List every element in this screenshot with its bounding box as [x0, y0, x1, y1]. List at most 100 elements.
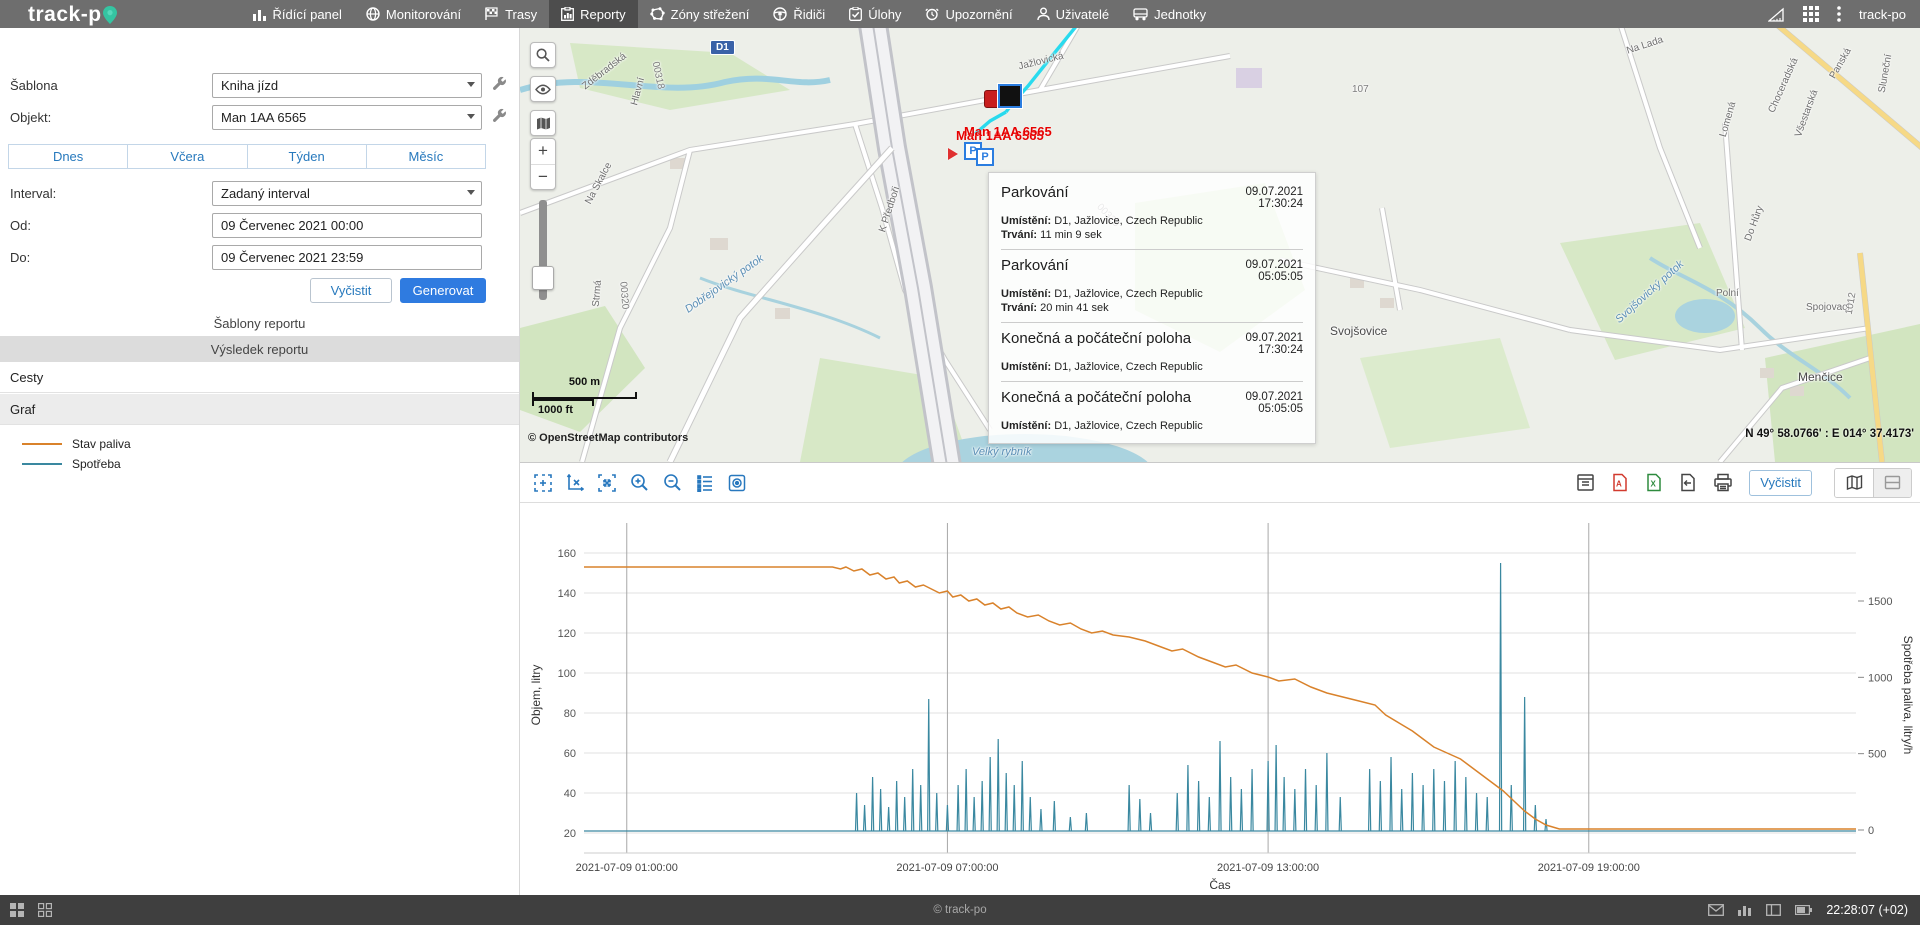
event-title: Parkování [1001, 184, 1069, 201]
menu-label: Monitorování [385, 6, 462, 22]
range-today-button[interactable]: Dnes [8, 144, 129, 169]
map-search-button[interactable] [530, 42, 556, 68]
graph-list-item[interactable]: Graf [0, 394, 519, 425]
svg-text:100: 100 [558, 668, 576, 680]
apps-grid-icon[interactable] [1803, 6, 1820, 22]
svg-text:2021-07-09 01:00:00: 2021-07-09 01:00:00 [576, 862, 678, 874]
export-file-icon[interactable] [1679, 473, 1697, 492]
legend-item-fuel[interactable]: Stav paliva [22, 434, 131, 454]
event-datetime: 09.07.2021 17:30:24 [1245, 186, 1303, 210]
stats-columns-icon[interactable] [1738, 904, 1752, 916]
event-item[interactable]: Parkování 09.07.2021 05:05:05 Umístění: … [1001, 250, 1303, 323]
generate-button[interactable]: Generovat [400, 278, 486, 303]
export-pdf-icon[interactable]: A [1611, 473, 1629, 492]
consumption-line-swatch [22, 463, 62, 465]
menu-item-tasks[interactable]: Úlohy [837, 0, 913, 28]
to-datetime-input[interactable] [212, 244, 482, 270]
apps-grid-icon[interactable] [10, 903, 24, 917]
fuel-chart[interactable]: 20 40 60 80 100 120 140 160 2021-07-09 01:00:00 2… [520, 503, 1920, 895]
panels-icon[interactable] [1766, 904, 1782, 916]
map-visibility-button[interactable] [530, 76, 556, 102]
menu-item-units[interactable]: Jednotky [1121, 0, 1218, 28]
object-select[interactable]: Man 1AA 6565 [212, 104, 482, 130]
ruler-icon[interactable] [1768, 7, 1785, 22]
event-duration: Trvání: 11 min 9 sek [1001, 229, 1102, 241]
menu-item-monitoring[interactable]: Monitorování [354, 0, 473, 28]
map-canvas[interactable]: Svojšovice Menčice Velký rybník Dobřejovick… [520, 28, 1920, 462]
from-datetime-input[interactable] [212, 212, 482, 238]
steering-wheel-icon [773, 7, 788, 21]
result-section-header[interactable]: Výsledek reportu [0, 336, 519, 362]
print-icon[interactable] [1713, 473, 1733, 492]
statusbar-right: 22:28:07 (+02) [1708, 903, 1920, 917]
reset-view-icon[interactable] [728, 474, 746, 492]
bar-chart-icon [252, 9, 266, 21]
zoom-slider-track[interactable] [539, 200, 547, 300]
menu-item-dashboard[interactable]: Řídící panel [241, 0, 354, 28]
range-week-button[interactable]: Týden [247, 144, 367, 169]
chart-clear-button[interactable]: Vyčistit [1749, 469, 1812, 496]
event-item[interactable]: Konečná a počáteční poloha 09.07.2021 17… [1001, 323, 1303, 382]
navbar-right: track-po [1768, 0, 1920, 28]
view-toggle [1834, 467, 1912, 498]
menu-item-geofences[interactable]: Zóny střežení [638, 0, 762, 28]
scale-metric-label: 500 m [568, 376, 601, 388]
range-yesterday-button[interactable]: Včera [128, 144, 248, 169]
template-select[interactable]: Kniha jízd [212, 72, 482, 98]
map-layers-button[interactable] [530, 110, 556, 136]
event-item[interactable]: Konečná a počáteční poloha 09.07.2021 05… [1001, 382, 1303, 440]
menu-item-users[interactable]: Uživatelé [1025, 0, 1121, 28]
scale-imperial-label: 1000 ft [538, 404, 573, 416]
svg-text:Čas: Čas [1209, 877, 1230, 892]
map-events-popup[interactable]: Parkování 09.07.2021 17:30:24 Umístění: … [988, 172, 1316, 444]
parking-marker[interactable]: P [976, 148, 994, 166]
clear-button[interactable]: Vyčistit [310, 278, 392, 303]
copyright-label: © track-po [933, 904, 987, 916]
vehicle-name-label-shadow: Man 1AA 6565 [964, 124, 1052, 139]
zoom-out-button[interactable]: − [538, 166, 548, 186]
report-doc-icon[interactable] [1576, 473, 1595, 492]
map-place-label: Spojovací [1806, 302, 1850, 313]
range-month-button[interactable]: Měsíc [366, 144, 486, 169]
event-location: Umístění: D1, Jažlovice, Czech Republic [1001, 420, 1203, 432]
menu-item-drivers[interactable]: Řidiči [761, 0, 837, 28]
zoom-in-button[interactable]: + [531, 139, 555, 165]
legend-list-icon[interactable] [696, 474, 714, 492]
fit-view-icon[interactable] [598, 473, 616, 492]
username-label[interactable]: track-po [1859, 6, 1906, 22]
trips-list-item[interactable]: Cesty [0, 362, 519, 393]
app-logo[interactable]: track-p [0, 0, 131, 28]
map-view-toggle-icon[interactable] [1835, 468, 1873, 497]
status-bar: © track-po 22:28:07 (+02) [0, 895, 1920, 925]
interval-select[interactable]: Zadaný interval [212, 180, 482, 206]
box-zoom-plus-icon[interactable] [534, 473, 552, 492]
map-place-label: Svojšovice [1330, 324, 1388, 338]
svg-text:2021-07-09 07:00:00: 2021-07-09 07:00:00 [896, 862, 998, 874]
event-title: Konečná a počáteční poloha [1001, 389, 1192, 406]
split-view-toggle-icon[interactable] [1873, 468, 1911, 497]
menu-item-reports[interactable]: Reporty [549, 0, 638, 28]
menu-item-notifications[interactable]: Upozornění [913, 0, 1024, 28]
modules-grid-icon[interactable] [38, 903, 52, 917]
zoom-in-lens-icon[interactable] [630, 473, 649, 492]
export-xls-icon[interactable]: X [1645, 473, 1663, 492]
kebab-menu-icon[interactable] [1837, 6, 1841, 22]
templates-section-header[interactable]: Šablony reportu [213, 316, 306, 331]
object-label: Objekt: [10, 109, 52, 125]
object-settings-wrench-icon[interactable] [492, 108, 507, 128]
user-icon [1036, 7, 1050, 21]
svg-text:Objem, litry: Objem, litry [529, 665, 543, 726]
template-settings-wrench-icon[interactable] [492, 76, 507, 96]
legend-item-consumption[interactable]: Spotřeba [22, 454, 131, 474]
template-select-value: Kniha jízd [221, 77, 279, 93]
battery-icon[interactable] [1795, 905, 1813, 915]
event-item[interactable]: Parkování 09.07.2021 17:30:24 Umístění: … [1001, 177, 1303, 250]
map-place-label: Velký rybník [972, 446, 1032, 458]
vehicle-marker[interactable] [982, 80, 1026, 118]
zoom-x-axis-icon[interactable] [566, 473, 584, 492]
zoom-out-lens-icon[interactable] [663, 473, 682, 492]
zoom-slider-handle[interactable] [532, 266, 554, 290]
menu-item-routes[interactable]: Trasy [473, 0, 549, 28]
svg-text:X: X [1651, 480, 1657, 489]
mail-icon[interactable] [1708, 904, 1725, 916]
